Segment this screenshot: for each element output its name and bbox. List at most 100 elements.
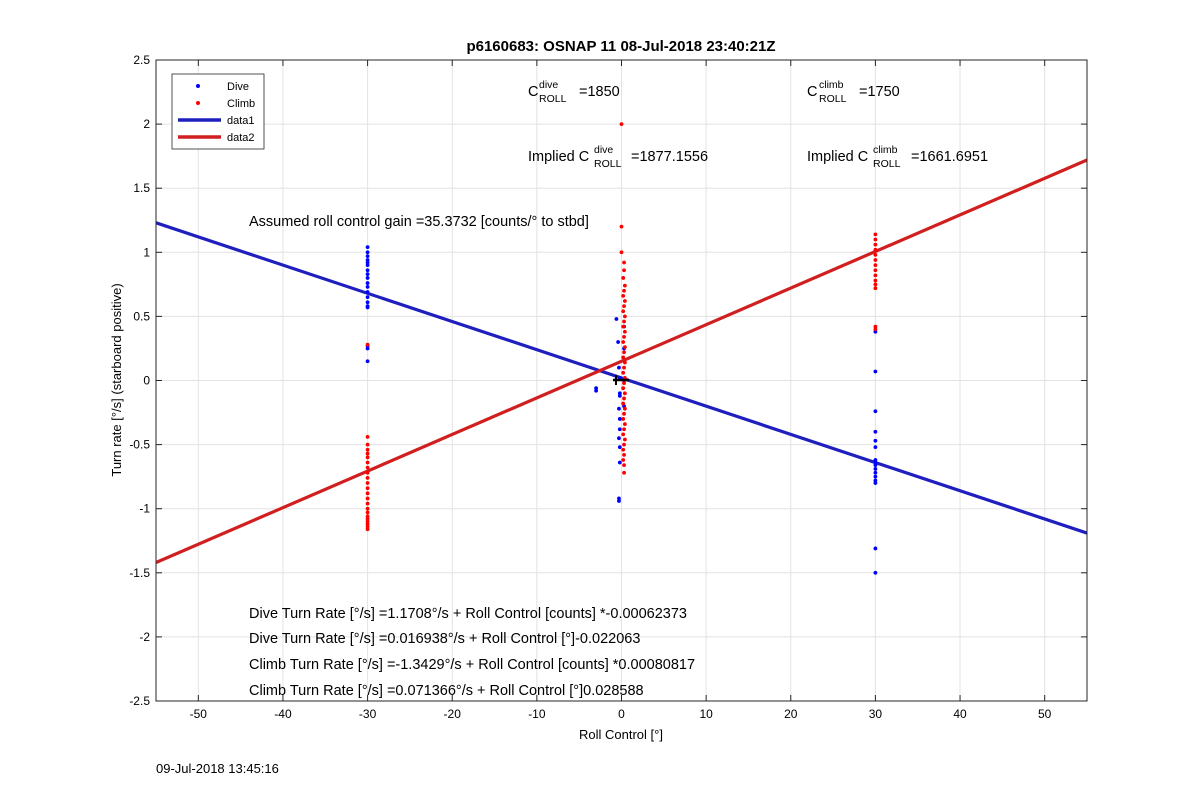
svg-text:=1877.1556: =1877.1556 (631, 149, 708, 165)
x-tick-label: -40 (274, 707, 292, 721)
climb-point (365, 527, 370, 532)
dive-point (365, 295, 370, 300)
dive-point (594, 388, 599, 393)
axis-ticks: -50 -40 -30 -20 -10 0 10 20 30 40 50-2.5-2-1.5-1-0… (129, 53, 1087, 721)
dive-point (873, 429, 878, 434)
climb-point (621, 458, 626, 462)
climb-point (873, 247, 878, 252)
climb-point (621, 276, 626, 280)
y-tick-label: 0 (143, 374, 150, 388)
climb-point (621, 340, 626, 344)
climb-point (622, 288, 626, 293)
dive-point (365, 245, 370, 250)
climb-point (621, 355, 626, 360)
climb-point (622, 360, 627, 365)
climb-point (621, 417, 626, 421)
x-tick-label: -10 (528, 707, 546, 721)
dive-point (365, 359, 370, 364)
climb-point (365, 486, 370, 491)
svg-text:=1750: =1750 (859, 84, 900, 100)
climb-point (622, 345, 627, 350)
climb-point (622, 381, 626, 385)
climb-point (873, 273, 878, 278)
y-tick-label: -0.5 (129, 438, 150, 452)
svg-text:C: C (807, 84, 817, 100)
dive-point (617, 393, 622, 398)
climb-point (365, 435, 370, 439)
svg-text:ROLL: ROLL (594, 158, 622, 170)
y-tick-label: 2 (143, 117, 150, 131)
dive-point (873, 546, 878, 551)
climb-point (365, 447, 370, 452)
dive-point (617, 406, 621, 411)
dive-point (365, 272, 370, 276)
climb-point (365, 342, 370, 347)
y-axis-label: Turn rate [°/s] (starboard positive) (109, 283, 124, 476)
climb-point (873, 258, 878, 262)
x-tick-label: 10 (699, 707, 713, 721)
climb-point (622, 268, 626, 273)
climb-point (365, 476, 370, 480)
y-tick-label: 2.5 (133, 53, 150, 67)
x-tick-label: 30 (869, 707, 883, 721)
climb-point (621, 447, 626, 452)
climb-point (619, 122, 624, 126)
climb-point (873, 278, 878, 283)
y-tick-label: -2 (139, 630, 150, 644)
x-tick-label: -20 (444, 707, 462, 721)
climb-point (619, 224, 624, 229)
dive-point (365, 300, 370, 305)
footer-timestamp: 09-Jul-2018 13:45:16 (156, 761, 279, 776)
climb-point (873, 252, 878, 257)
y-tick-label: 0.5 (133, 309, 150, 323)
climb-point (622, 350, 626, 355)
x-tick-label: 50 (1038, 707, 1052, 721)
climb-point (622, 463, 626, 468)
svg-text:ROLL: ROLL (873, 158, 901, 170)
legend: Dive Climb data1 data2 (171, 73, 265, 150)
svg-text:Implied C: Implied C (807, 149, 868, 165)
climb-point (621, 386, 626, 391)
climb-point (365, 455, 370, 460)
dive-point (617, 499, 621, 503)
y-tick-label: -1.5 (129, 566, 150, 580)
dive-point (873, 470, 878, 475)
climb-point (622, 299, 627, 303)
climb-point (621, 370, 626, 375)
svg-text:C: C (528, 84, 538, 100)
climb-point (873, 263, 878, 268)
legend-dive-label: Dive (227, 81, 249, 93)
climb-point (365, 451, 370, 456)
svg-text:dive: dive (539, 79, 558, 91)
climb-point (873, 268, 878, 273)
climb-point (622, 422, 627, 426)
dive-point (873, 409, 878, 414)
dive-point (365, 276, 370, 280)
climb-point (621, 309, 626, 314)
dive-point (873, 481, 878, 485)
climb-point (365, 481, 370, 485)
x-axis-label: Roll Control [°] (579, 727, 663, 742)
svg-text:Implied C: Implied C (528, 149, 589, 165)
climb-point (365, 460, 370, 465)
climb-point (622, 319, 626, 324)
climb-point (621, 401, 626, 406)
fit-line-data2 (156, 158, 1087, 565)
dive-point (365, 268, 370, 273)
dive-point (365, 305, 370, 310)
svg-text:=1850: =1850 (579, 84, 620, 100)
dive-point (873, 463, 878, 468)
svg-text:=1661.6951: =1661.6951 (911, 149, 988, 165)
climb-point (622, 411, 626, 416)
equation-dive-degrees: Dive Turn Rate [°/s] =0.016938°/s + Roll… (249, 631, 640, 647)
dive-point (873, 438, 878, 443)
climb-point (622, 260, 626, 265)
climb-point (622, 335, 626, 339)
y-tick-label: 1.5 (133, 181, 150, 195)
climb-point (621, 432, 626, 437)
svg-text:climb: climb (873, 144, 898, 156)
climb-point (621, 324, 626, 329)
climb-point (621, 293, 626, 298)
climb-point (622, 470, 626, 475)
annotation-implied-climb: Implied C climb ROLL =1661.6951 (807, 144, 988, 170)
